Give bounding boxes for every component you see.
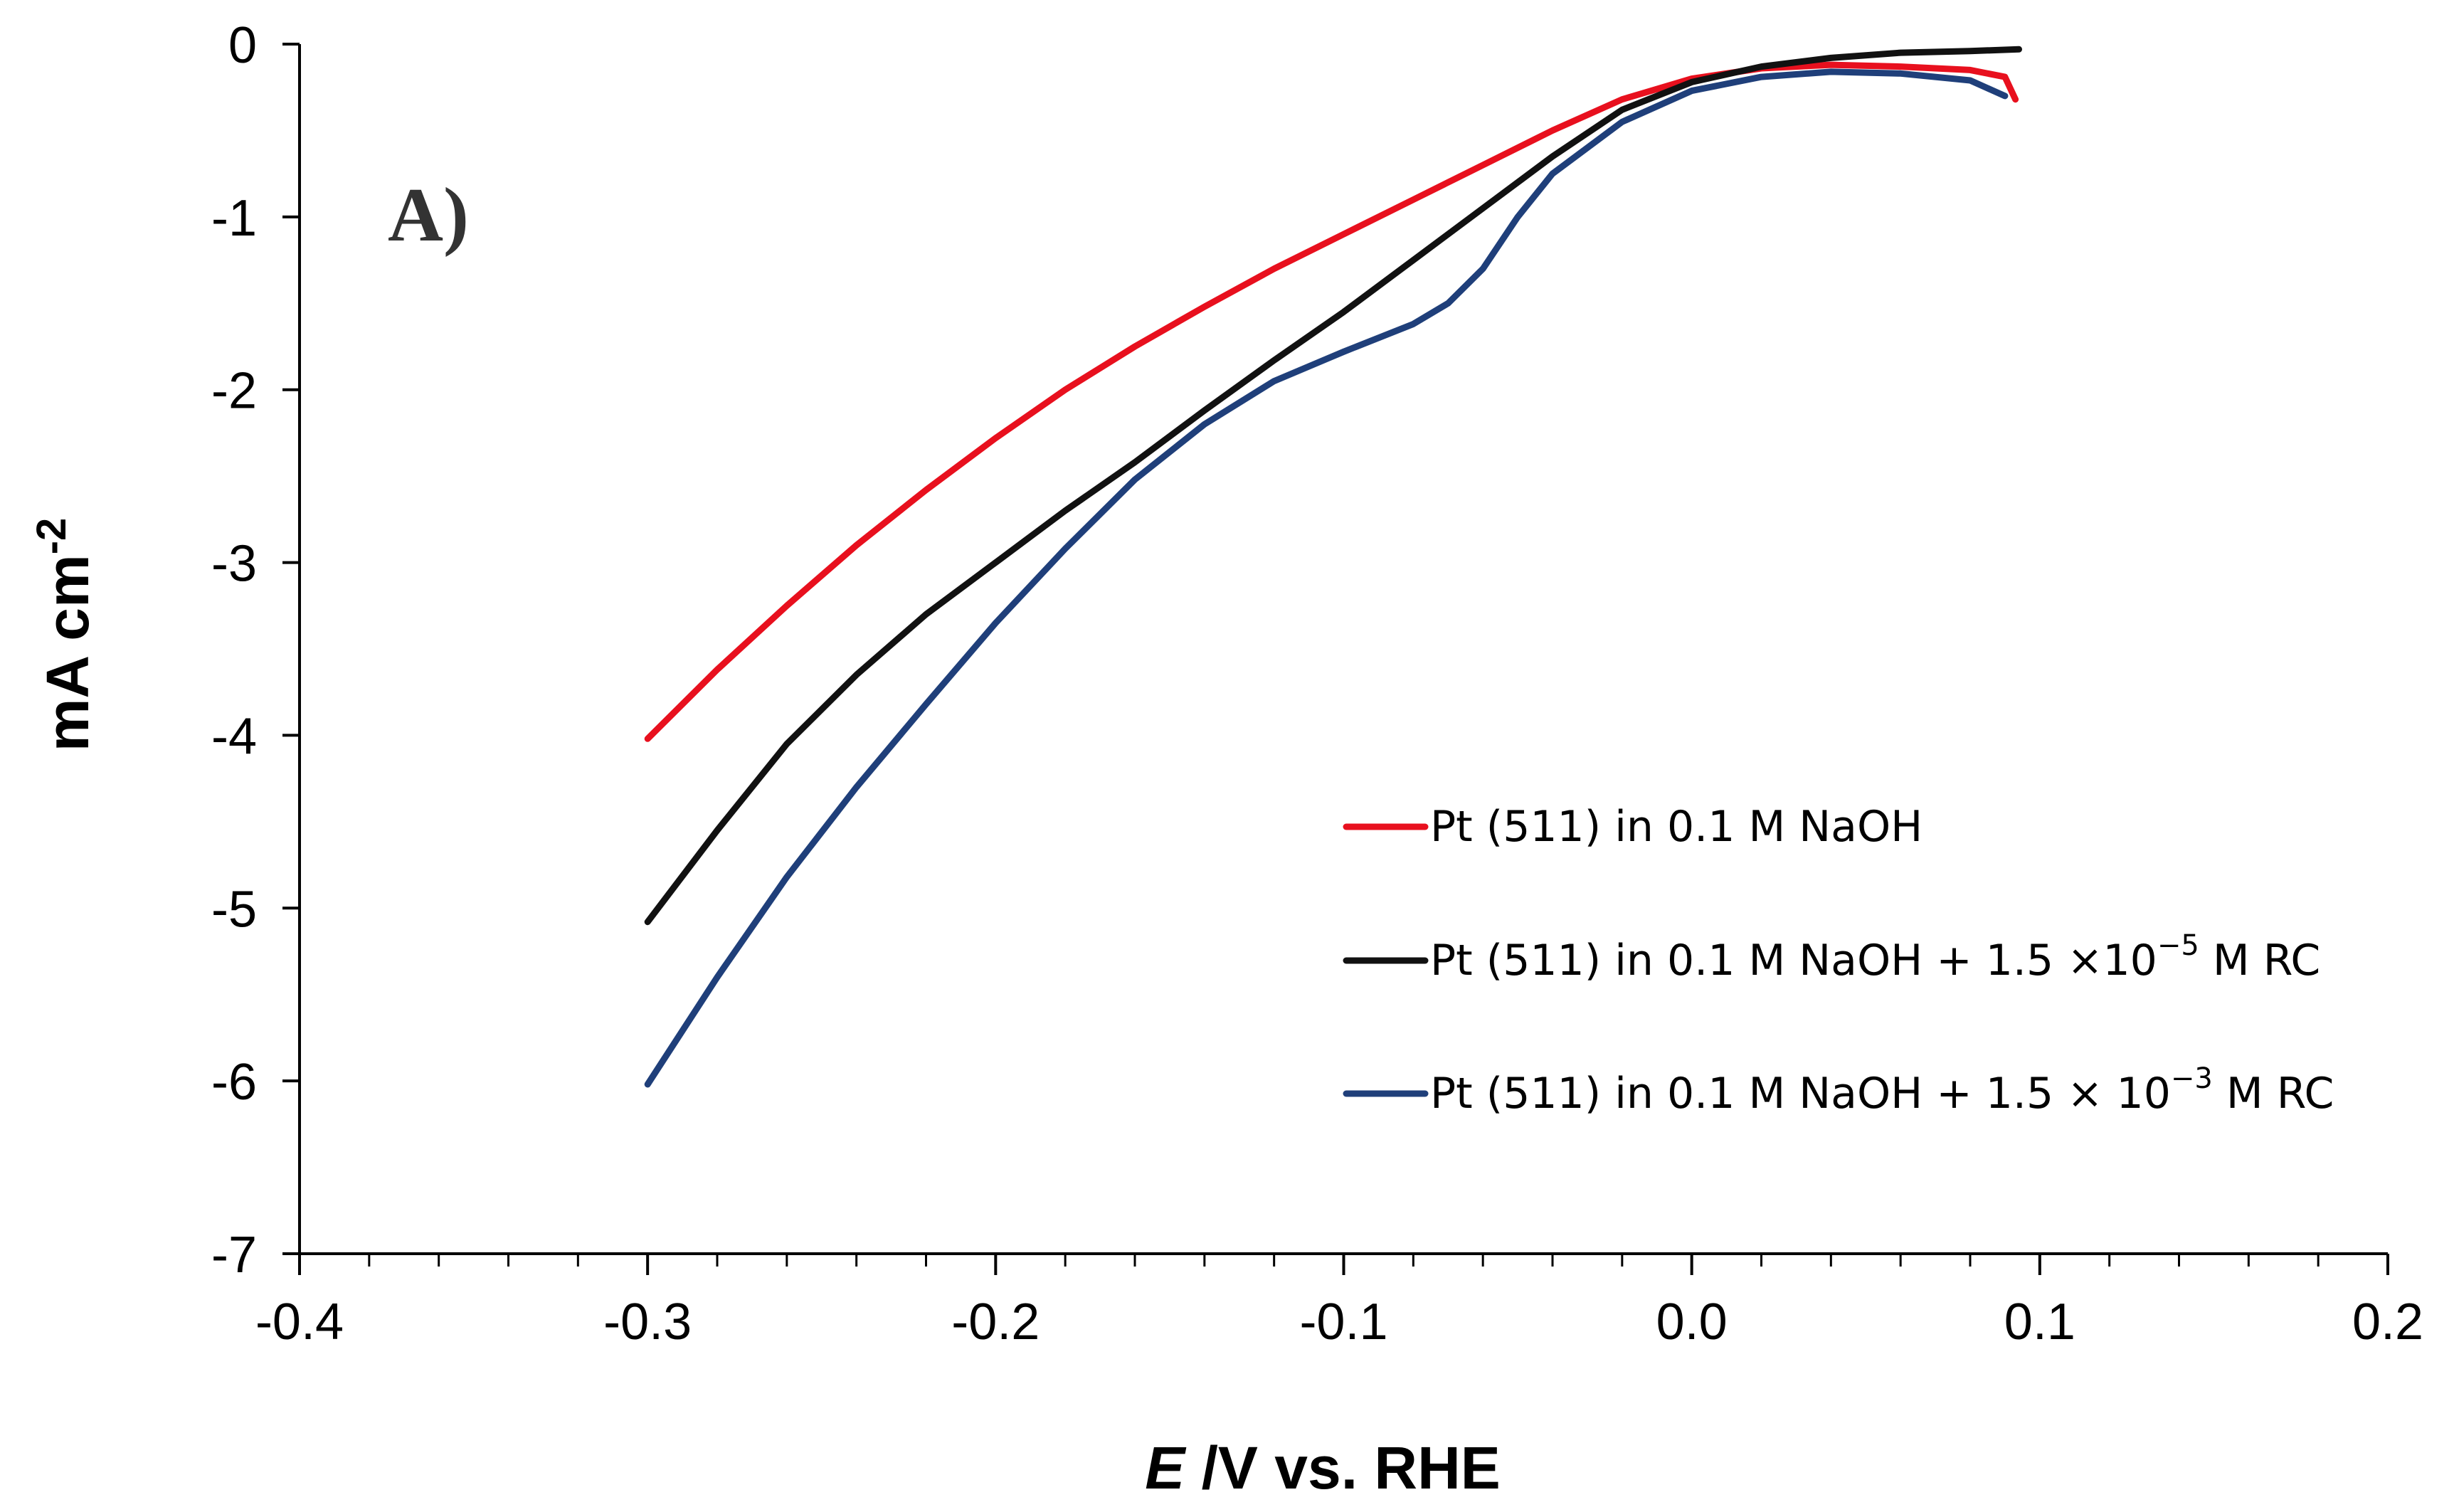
panel-label: A) (388, 173, 469, 258)
series-line-3 (644, 68, 2009, 1088)
y-tick-label: -4 (211, 708, 257, 765)
x-tick-label: -0.1 (1299, 1294, 1387, 1350)
x-tick-label: -0.3 (603, 1294, 692, 1350)
series-line-1 (644, 61, 2019, 742)
y-axis-title: mA cm-2 (28, 518, 101, 752)
y-tick-label: -6 (211, 1054, 257, 1111)
y-tick-label: -3 (211, 536, 257, 593)
legend-entry-2: Pt (511) in 0.1 M NaOH + 1.5 ×10−5 M RC (1430, 929, 2320, 985)
x-axis-title-unit: /V vs. RHE (1185, 1434, 1501, 1501)
y-axis-title-unit: mA cm (34, 554, 101, 751)
x-tick-label: 0.0 (1656, 1294, 1728, 1350)
series-line-2 (644, 46, 2022, 926)
x-tick-label: 0.2 (2352, 1294, 2423, 1350)
legend-entry-1: Pt (511) in 0.1 M NaOH (1430, 802, 1923, 852)
y-tick-label: -5 (211, 881, 257, 938)
x-tick-label: -0.2 (951, 1294, 1040, 1350)
y-tick-label: -1 (211, 190, 257, 247)
y-tick-label: -2 (211, 363, 257, 420)
y-tick-label: -7 (211, 1227, 257, 1284)
axes-group: 0 -1 -2 -3 -4 -5 -6 -7 -0.4 -0.3 -0.2 -0.1 0.0 0.1 0.2 (211, 17, 2423, 1350)
series-group (644, 46, 2022, 1088)
legend-entry-3: Pt (511) in 0.1 M NaOH + 1.5 × 10−3 M RC (1430, 1062, 2334, 1119)
legend: Pt (511) in 0.1 M NaOH Pt (511) in 0.1 M … (1343, 802, 2334, 1119)
y-axis-title-exponent: -2 (28, 518, 75, 555)
x-tick-label: 0.1 (2004, 1294, 2075, 1350)
y-tick-label: 0 (228, 17, 257, 74)
x-tick-label: -0.4 (255, 1294, 344, 1350)
x-axis-title: E /V vs. RHE (1145, 1434, 1501, 1501)
x-axis-title-variable: E (1145, 1434, 1187, 1501)
